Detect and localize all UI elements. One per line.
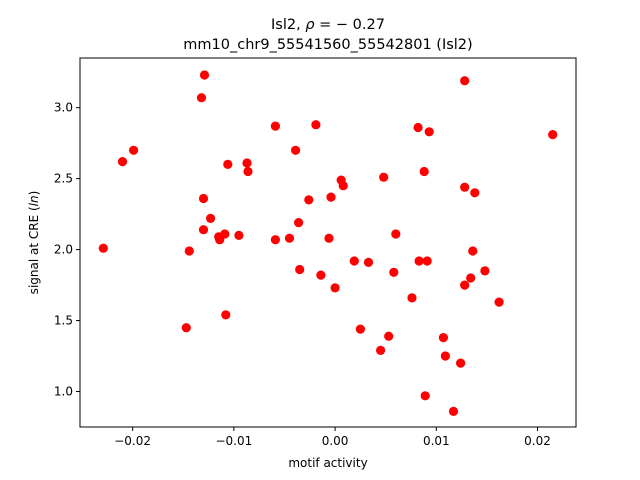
x-axis-ticks: −0.02 −0.01 0.00 0.01 0.02 (114, 427, 551, 448)
data-point (413, 122, 423, 133)
x-tick-label: 0.00 (322, 434, 349, 448)
data-point (466, 273, 476, 283)
data-point (206, 213, 216, 223)
y-tick-label: 1.5 (54, 314, 73, 328)
data-point (414, 256, 424, 266)
data-points (98, 70, 558, 416)
data-point (221, 310, 231, 320)
x-tick-label: 0.02 (524, 434, 551, 448)
data-point (223, 159, 233, 169)
data-point (198, 225, 209, 235)
data-point (284, 233, 295, 243)
data-point (181, 323, 191, 333)
data-point (243, 166, 253, 177)
x-tick-label: −0.01 (215, 434, 252, 448)
data-point (184, 246, 194, 256)
data-point (270, 235, 280, 245)
data-point (470, 188, 480, 198)
x-tick-label: −0.02 (114, 434, 151, 448)
data-point (440, 351, 450, 361)
chart-title-line2: mm10_chr9_55541560_55542801 (Isl2) (183, 37, 472, 53)
data-point (196, 93, 207, 103)
data-point (338, 181, 348, 191)
data-point (480, 266, 490, 276)
data-point (384, 331, 394, 341)
data-point (391, 229, 401, 239)
data-point (494, 297, 504, 307)
y-tick-label: 3.0 (54, 101, 73, 115)
data-point (311, 120, 321, 130)
y-tick-label: 2.0 (54, 243, 73, 257)
data-point (220, 229, 230, 239)
y-tick-label: 1.0 (54, 385, 73, 399)
data-point (460, 182, 470, 192)
data-point (460, 280, 470, 290)
x-tick-label: 0.01 (423, 434, 450, 448)
data-point (324, 233, 334, 243)
data-point (389, 267, 399, 277)
data-point (295, 264, 305, 275)
data-point (198, 193, 209, 204)
data-point (304, 195, 314, 205)
plot-area-frame (79, 57, 577, 428)
data-point (438, 333, 448, 343)
data-point (349, 256, 359, 266)
data-point (548, 130, 558, 140)
y-tick-label: 2.5 (54, 172, 73, 186)
data-point (242, 158, 252, 168)
data-point (422, 256, 432, 266)
data-point (98, 243, 108, 253)
data-point (424, 127, 434, 137)
data-point (420, 391, 430, 401)
data-point (270, 121, 280, 131)
data-point (234, 230, 244, 240)
data-point (468, 246, 478, 256)
y-axis-label: signal at CRE (ln) (27, 191, 41, 295)
data-point (355, 324, 365, 334)
data-point (376, 345, 386, 355)
data-point (199, 70, 210, 80)
data-point (407, 293, 417, 303)
chart-title-line1: Isl2, ρ = − 0.27 (271, 17, 385, 33)
y-axis-ticks: 1.0 1.5 2.0 2.5 3.0 (54, 101, 80, 399)
chart-title: Isl2, ρ = − 0.27 mm10_chr9_55541560_5554… (183, 17, 472, 53)
data-point (363, 257, 374, 267)
data-point (448, 406, 459, 416)
data-point (291, 145, 301, 155)
data-point (129, 145, 139, 155)
data-point (379, 172, 389, 182)
data-point (117, 157, 128, 167)
data-point (316, 270, 326, 280)
x-axis-label: motif activity (288, 456, 367, 470)
data-point (330, 283, 340, 293)
data-point (326, 192, 336, 202)
data-point (419, 166, 429, 177)
data-point (460, 76, 470, 86)
data-point (456, 358, 466, 368)
data-point (294, 218, 304, 228)
